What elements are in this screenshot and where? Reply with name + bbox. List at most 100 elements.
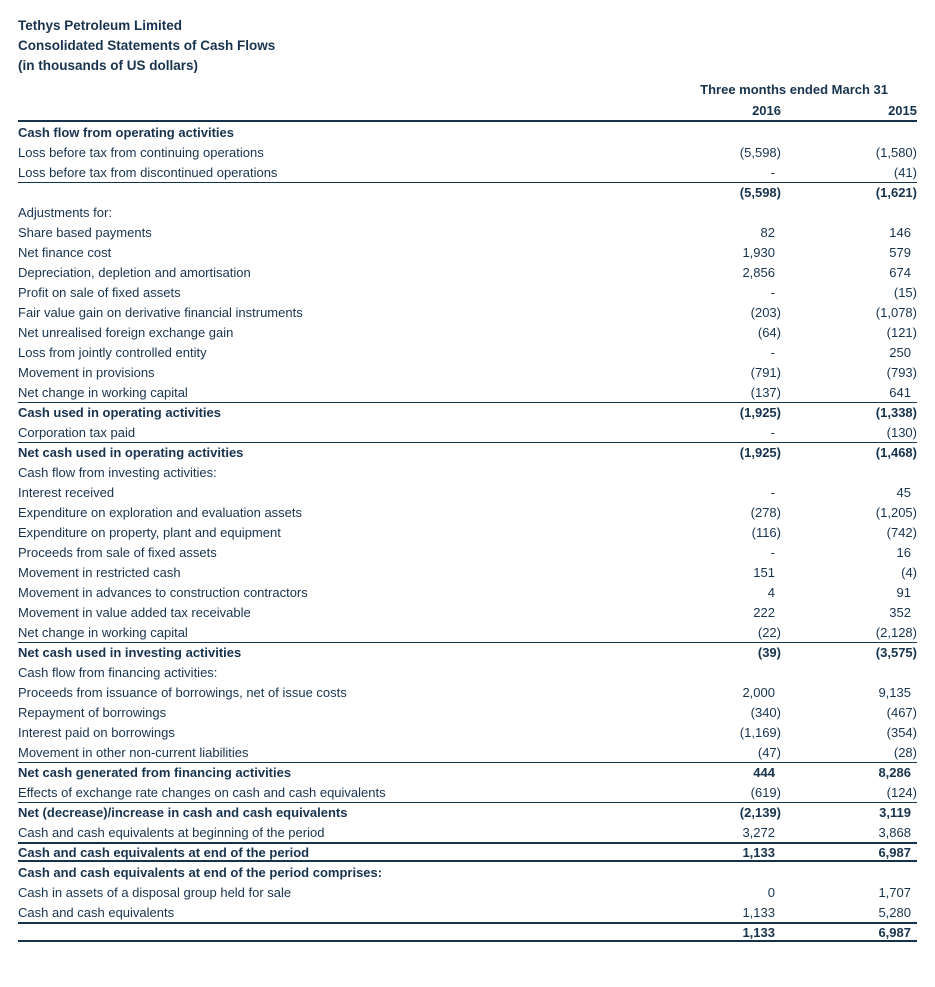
value-2015: 6,987 — [878, 844, 911, 860]
table-row: Movement in restricted cash 151 (4) — [18, 562, 917, 582]
table-row: Depreciation, depletion and amortisation… — [18, 262, 917, 282]
column-header-row: 2016 2015 — [18, 100, 917, 120]
row-label: Expenditure on exploration and evaluatio… — [18, 504, 303, 520]
row-label: Movement in provisions — [18, 364, 155, 380]
row-label: Movement in other non-current liabilitie… — [18, 744, 249, 760]
value-2016: (22) — [757, 624, 781, 640]
row-label: Net unrealised foreign exchange gain — [18, 324, 234, 340]
value-2015: 16 — [896, 544, 911, 560]
table-row: Net finance cost 1,930 579 — [18, 242, 917, 262]
table-row: Share based payments 82 146 — [18, 222, 917, 242]
table-row: Movement in value added tax receivable 22… — [18, 602, 917, 622]
table-row: Net cash used in investing activities (39… — [18, 642, 917, 662]
table-row: Cash and cash equivalents at end of the … — [18, 862, 917, 882]
value-2016: (64) — [757, 324, 781, 340]
value-2015: (1,078) — [875, 304, 917, 320]
table-row: Movement in other non-current liabilitie… — [18, 742, 917, 762]
table-row: Movement in advances to construction con… — [18, 582, 917, 602]
table-row: Net (decrease)/increase in cash and cash… — [18, 802, 917, 822]
table-row: Cash flow from financing activities: — [18, 662, 917, 682]
value-2015: (15) — [893, 284, 917, 300]
table-row: Loss before tax from continuing operatio… — [18, 142, 917, 162]
row-label: Net change in working capital — [18, 624, 188, 640]
value-2015: 5,280 — [878, 904, 911, 920]
value-2016: 4 — [767, 584, 775, 600]
value-2016: - — [770, 484, 775, 500]
value-2016: 1,133 — [742, 904, 775, 920]
value-2016: (278) — [750, 504, 781, 520]
value-2015: 45 — [896, 484, 911, 500]
value-2015: 1,707 — [878, 884, 911, 900]
value-2016: 2,000 — [742, 684, 775, 700]
row-label: Cash and cash equivalents at beginning o… — [18, 824, 325, 840]
value-2016: - — [770, 344, 775, 360]
value-2015: (1,338) — [875, 405, 917, 420]
value-2016: (1,169) — [739, 724, 781, 740]
table-row: Net unrealised foreign exchange gain (64)… — [18, 322, 917, 342]
row-label: Movement in restricted cash — [18, 564, 181, 580]
row-label: Adjustments for: — [18, 204, 112, 220]
table-row: Interest received - 45 — [18, 482, 917, 502]
table-row: Adjustments for: — [18, 202, 917, 222]
value-2016: 444 — [753, 765, 775, 780]
row-label: Repayment of borrowings — [18, 704, 167, 720]
column-header-2016: 2016 — [752, 102, 781, 118]
value-2015: 6,987 — [878, 924, 911, 940]
row-label: Depreciation, depletion and amortisation — [18, 264, 251, 280]
column-header-2015: 2015 — [888, 102, 917, 118]
table-row: Net cash used in operating activities (1,… — [18, 442, 917, 462]
table-row: (5,598) (1,621) — [18, 182, 917, 202]
value-2016: (203) — [750, 304, 781, 320]
value-2015: 250 — [889, 344, 911, 360]
table-row: Effects of exchange rate changes on cash… — [18, 782, 917, 802]
statement-title: Consolidated Statements of Cash Flows — [18, 38, 276, 53]
table-row: Cash and cash equivalents 1,133 5,280 — [18, 902, 917, 922]
table-row: Net cash generated from financing activi… — [18, 762, 917, 782]
value-2016: 1,133 — [742, 844, 775, 860]
value-2016: 1,133 — [742, 924, 775, 940]
row-label: Corporation tax paid — [18, 424, 136, 440]
row-label: Net cash generated from financing activi… — [18, 765, 292, 780]
value-2015: (41) — [893, 164, 917, 180]
table-row: Cash and cash equivalents at beginning o… — [18, 822, 917, 842]
value-2015: (4) — [901, 564, 917, 580]
value-2016: (1,925) — [739, 405, 781, 420]
row-label: Cash flow from investing activities: — [18, 464, 217, 480]
row-label: Cash and cash equivalents at end of the … — [18, 844, 310, 860]
row-label: Net (decrease)/increase in cash and cash… — [18, 805, 348, 820]
value-2016: 82 — [760, 224, 775, 240]
value-2016: (5,598) — [739, 185, 781, 200]
row-label: Interest received — [18, 484, 115, 500]
value-2015: (2,128) — [875, 624, 917, 640]
row-label: Interest paid on borrowings — [18, 724, 175, 740]
value-2015: 9,135 — [878, 684, 911, 700]
value-2015: (354) — [886, 724, 917, 740]
value-2015: (467) — [886, 704, 917, 720]
table-row: Net change in working capital (22) (2,128) — [18, 622, 917, 642]
value-2016: (116) — [751, 524, 781, 540]
value-2016: - — [770, 164, 775, 180]
value-2016: (2,139) — [739, 805, 781, 820]
row-label: Expenditure on property, plant and equip… — [18, 524, 281, 540]
document-header: Tethys Petroleum Limited Consolidated St… — [18, 16, 917, 76]
row-label: Cash in assets of a disposal group held … — [18, 884, 292, 900]
value-2016: 2,856 — [742, 264, 775, 280]
value-2015: (1,205) — [875, 504, 917, 520]
value-2016: 3,272 — [742, 824, 775, 840]
value-2016: - — [770, 424, 775, 440]
value-2015: 3,868 — [878, 824, 911, 840]
row-label: Effects of exchange rate changes on cash… — [18, 784, 386, 800]
value-2016: (5,598) — [739, 144, 781, 160]
table-row: 1,133 6,987 — [18, 922, 917, 942]
value-2016: 151 — [753, 564, 775, 580]
row-label: Cash and cash equivalents at end of the … — [18, 864, 383, 880]
table-row: Net change in working capital (137) 641 — [18, 382, 917, 402]
value-2015: 91 — [896, 584, 911, 600]
row-label: Fair value gain on derivative financial … — [18, 304, 303, 320]
value-2015: (1,468) — [875, 445, 917, 460]
table-row: Expenditure on exploration and evaluatio… — [18, 502, 917, 522]
value-2015: (1,580) — [875, 144, 917, 160]
table-row: Proceeds from sale of fixed assets - 16 — [18, 542, 917, 562]
value-2015: 579 — [889, 244, 911, 260]
row-label: Cash used in operating activities — [18, 405, 221, 420]
